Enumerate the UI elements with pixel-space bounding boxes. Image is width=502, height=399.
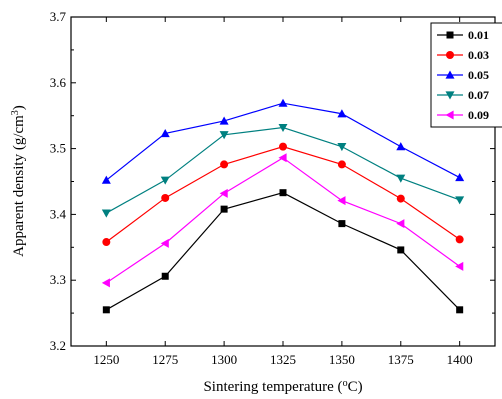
- data-point: [278, 98, 288, 107]
- series-line: [106, 126, 460, 214]
- series-0.09: [101, 153, 464, 288]
- data-point: [396, 142, 406, 151]
- data-point: [219, 188, 228, 198]
- data-point: [161, 272, 169, 280]
- data-point: [337, 143, 347, 152]
- data-point: [278, 123, 288, 133]
- data-point: [101, 278, 110, 288]
- data-point: [219, 116, 229, 125]
- x-tick-label: 1400: [447, 352, 473, 367]
- series-0.01: [102, 189, 464, 314]
- data-point: [161, 193, 170, 202]
- x-tick-label: 1250: [93, 352, 119, 367]
- legend-items: 0.01 0.03 0.05 0.07 0.09: [437, 28, 489, 122]
- series-0.03: [102, 142, 464, 247]
- x-tick-label: 1275: [152, 352, 178, 367]
- data-point: [338, 220, 346, 228]
- data-point: [396, 219, 405, 229]
- data-point: [101, 175, 111, 184]
- data-point: [337, 196, 346, 206]
- legend-marker: [446, 31, 454, 39]
- legend-label: 0.07: [468, 88, 489, 102]
- legend-label: 0.01: [468, 28, 489, 42]
- legend-marker: [445, 70, 455, 79]
- y-tick-label: 3.3: [50, 272, 66, 287]
- data-point: [455, 173, 465, 182]
- data-point: [397, 246, 405, 254]
- data-point: [396, 174, 406, 183]
- data-point: [279, 142, 287, 151]
- data-point: [219, 131, 229, 140]
- data-point: [102, 238, 111, 247]
- y-tick-label: 3.4: [50, 206, 67, 221]
- series-line: [106, 192, 461, 311]
- legend-marker: [445, 91, 455, 100]
- data-point: [220, 160, 229, 169]
- y-axis-title: Apparent density (g/cm3): [10, 105, 28, 257]
- series-layer: [101, 98, 465, 314]
- data-point: [220, 205, 228, 213]
- series-line: [105, 157, 461, 284]
- x-tick-label: 1375: [388, 352, 414, 367]
- data-point: [102, 306, 110, 314]
- x-axis-title: Sintering temperature (oC): [203, 378, 362, 396]
- series-0.05: [101, 98, 465, 184]
- data-point: [101, 209, 111, 218]
- y-tick-label: 3.5: [50, 141, 66, 156]
- x-tick-label: 1325: [270, 352, 296, 367]
- legend-marker: [445, 110, 454, 120]
- legend: 0.01 0.03 0.05 0.07 0.09: [430, 22, 502, 128]
- data-point: [337, 109, 347, 118]
- x-tick-label: 1350: [329, 352, 355, 367]
- data-point: [456, 306, 464, 314]
- y-tick-label: 3.7: [50, 9, 67, 24]
- legend-marker: [446, 51, 454, 59]
- y-tick-label: 3.2: [50, 338, 66, 353]
- axis-ticks: 3.2 3.3 3.4 3.5 3.6 3.7 1250 1275 1300 1325 1350 13…: [50, 9, 495, 367]
- data-point: [160, 176, 170, 185]
- legend-label: 0.05: [468, 68, 489, 82]
- data-point: [455, 235, 464, 244]
- x-tick-label: 1300: [211, 352, 237, 367]
- legend-label: 0.03: [468, 48, 489, 62]
- data-point: [455, 196, 465, 205]
- data-point: [396, 194, 405, 203]
- data-point: [160, 128, 170, 138]
- y-tick-label: 3.6: [50, 75, 67, 90]
- data-point: [160, 238, 169, 248]
- data-point: [337, 160, 346, 169]
- data-point: [279, 189, 287, 197]
- series-line: [105, 102, 460, 181]
- data-point: [278, 153, 287, 163]
- data-point: [455, 261, 464, 271]
- series-0.07: [101, 123, 465, 218]
- legend-label: 0.09: [468, 108, 489, 122]
